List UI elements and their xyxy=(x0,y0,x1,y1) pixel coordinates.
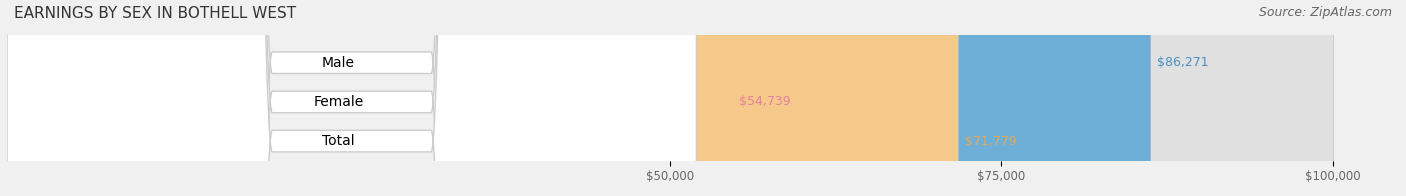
FancyBboxPatch shape xyxy=(468,0,935,196)
Text: $54,739: $54,739 xyxy=(740,95,792,108)
Text: Total: Total xyxy=(322,134,354,148)
FancyBboxPatch shape xyxy=(7,0,696,196)
Text: $86,271: $86,271 xyxy=(1157,56,1209,69)
Text: Female: Female xyxy=(314,95,364,109)
Text: Male: Male xyxy=(322,56,354,70)
FancyBboxPatch shape xyxy=(7,0,696,196)
FancyBboxPatch shape xyxy=(669,0,1333,196)
FancyBboxPatch shape xyxy=(669,0,959,196)
Text: Source: ZipAtlas.com: Source: ZipAtlas.com xyxy=(1258,6,1392,19)
FancyBboxPatch shape xyxy=(669,0,1333,196)
FancyBboxPatch shape xyxy=(669,0,1150,196)
FancyBboxPatch shape xyxy=(7,0,696,196)
FancyBboxPatch shape xyxy=(669,0,1333,196)
Text: EARNINGS BY SEX IN BOTHELL WEST: EARNINGS BY SEX IN BOTHELL WEST xyxy=(14,6,297,21)
Text: $71,779: $71,779 xyxy=(965,135,1017,148)
